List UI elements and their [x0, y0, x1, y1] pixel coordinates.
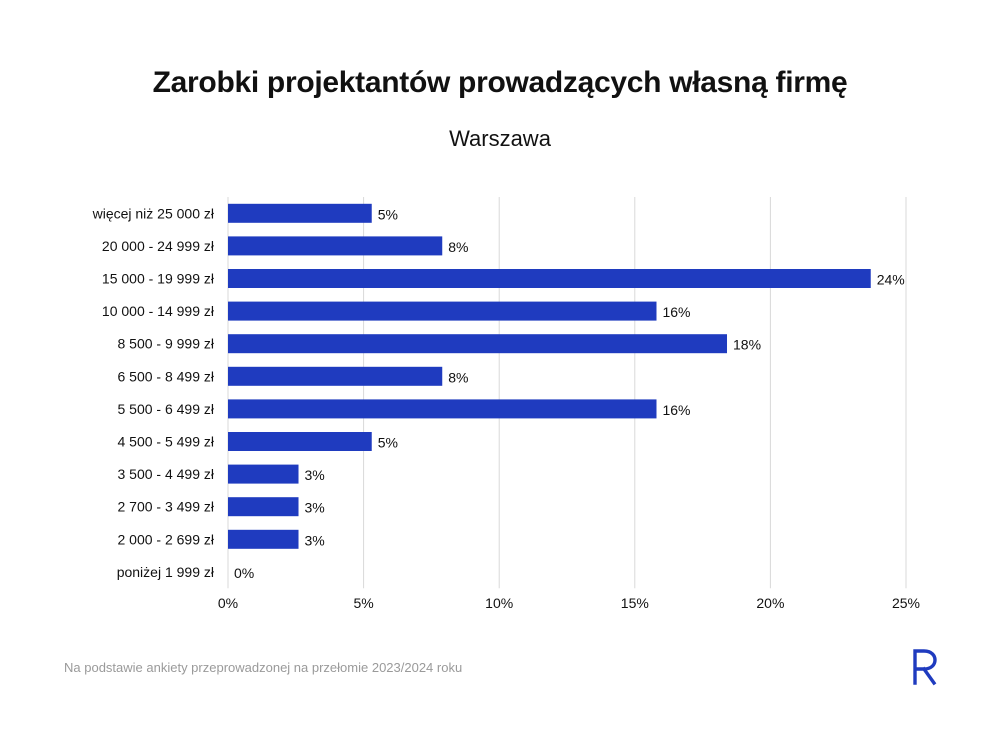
data-label: 8%	[448, 369, 468, 385]
category-label: 4 500 - 5 499 zł	[117, 434, 214, 450]
data-label: 5%	[378, 435, 398, 451]
category-label: 20 000 - 24 999 zł	[102, 238, 215, 254]
data-label: 5%	[378, 206, 398, 222]
category-label: 15 000 - 19 999 zł	[102, 271, 215, 287]
bar	[228, 203, 372, 223]
bar	[228, 464, 299, 484]
category-label: więcej niż 25 000 zł	[92, 205, 215, 221]
footnote: Na podstawie ankiety przeprowadzonej na …	[64, 660, 463, 675]
category-label: 6 500 - 8 499 zł	[117, 368, 214, 384]
category-label: 2 000 - 2 699 zł	[117, 531, 214, 547]
bar	[228, 432, 372, 451]
data-label: 24%	[877, 272, 905, 288]
x-tick-label: 20%	[756, 595, 784, 611]
chart-title: Zarobki projektantów prowadzących własną…	[152, 66, 848, 99]
bar	[228, 529, 299, 549]
category-label: poniżej 1 999 zł	[117, 564, 215, 580]
x-tick-label: 0%	[218, 595, 238, 611]
data-label: 18%	[733, 337, 761, 353]
data-label: 0%	[234, 565, 254, 581]
category-label: 2 700 - 3 499 zł	[117, 499, 214, 515]
data-label: 16%	[662, 304, 690, 320]
category-label: 5 500 - 6 499 zł	[117, 401, 214, 417]
bar	[228, 366, 443, 386]
bar	[228, 497, 299, 517]
bar	[228, 399, 657, 419]
x-tick-label: 10%	[485, 595, 513, 611]
x-tick-label: 5%	[353, 595, 373, 611]
data-label: 8%	[448, 239, 468, 255]
data-label: 3%	[305, 532, 325, 548]
category-label: 10 000 - 14 999 zł	[102, 303, 215, 319]
data-label: 3%	[305, 467, 325, 483]
bar	[228, 334, 728, 354]
x-tick-label: 15%	[621, 595, 649, 611]
r-logo-icon	[913, 649, 937, 686]
bar	[228, 236, 443, 256]
category-label: 8 500 - 9 999 zł	[117, 336, 214, 352]
chart-subtitle: Warszawa	[449, 126, 551, 151]
category-label: 3 500 - 4 499 zł	[117, 466, 214, 482]
data-label: 3%	[305, 500, 325, 516]
bar	[228, 301, 657, 321]
x-tick-label: 25%	[892, 595, 920, 611]
bar	[228, 269, 871, 288]
data-label: 16%	[662, 402, 690, 418]
